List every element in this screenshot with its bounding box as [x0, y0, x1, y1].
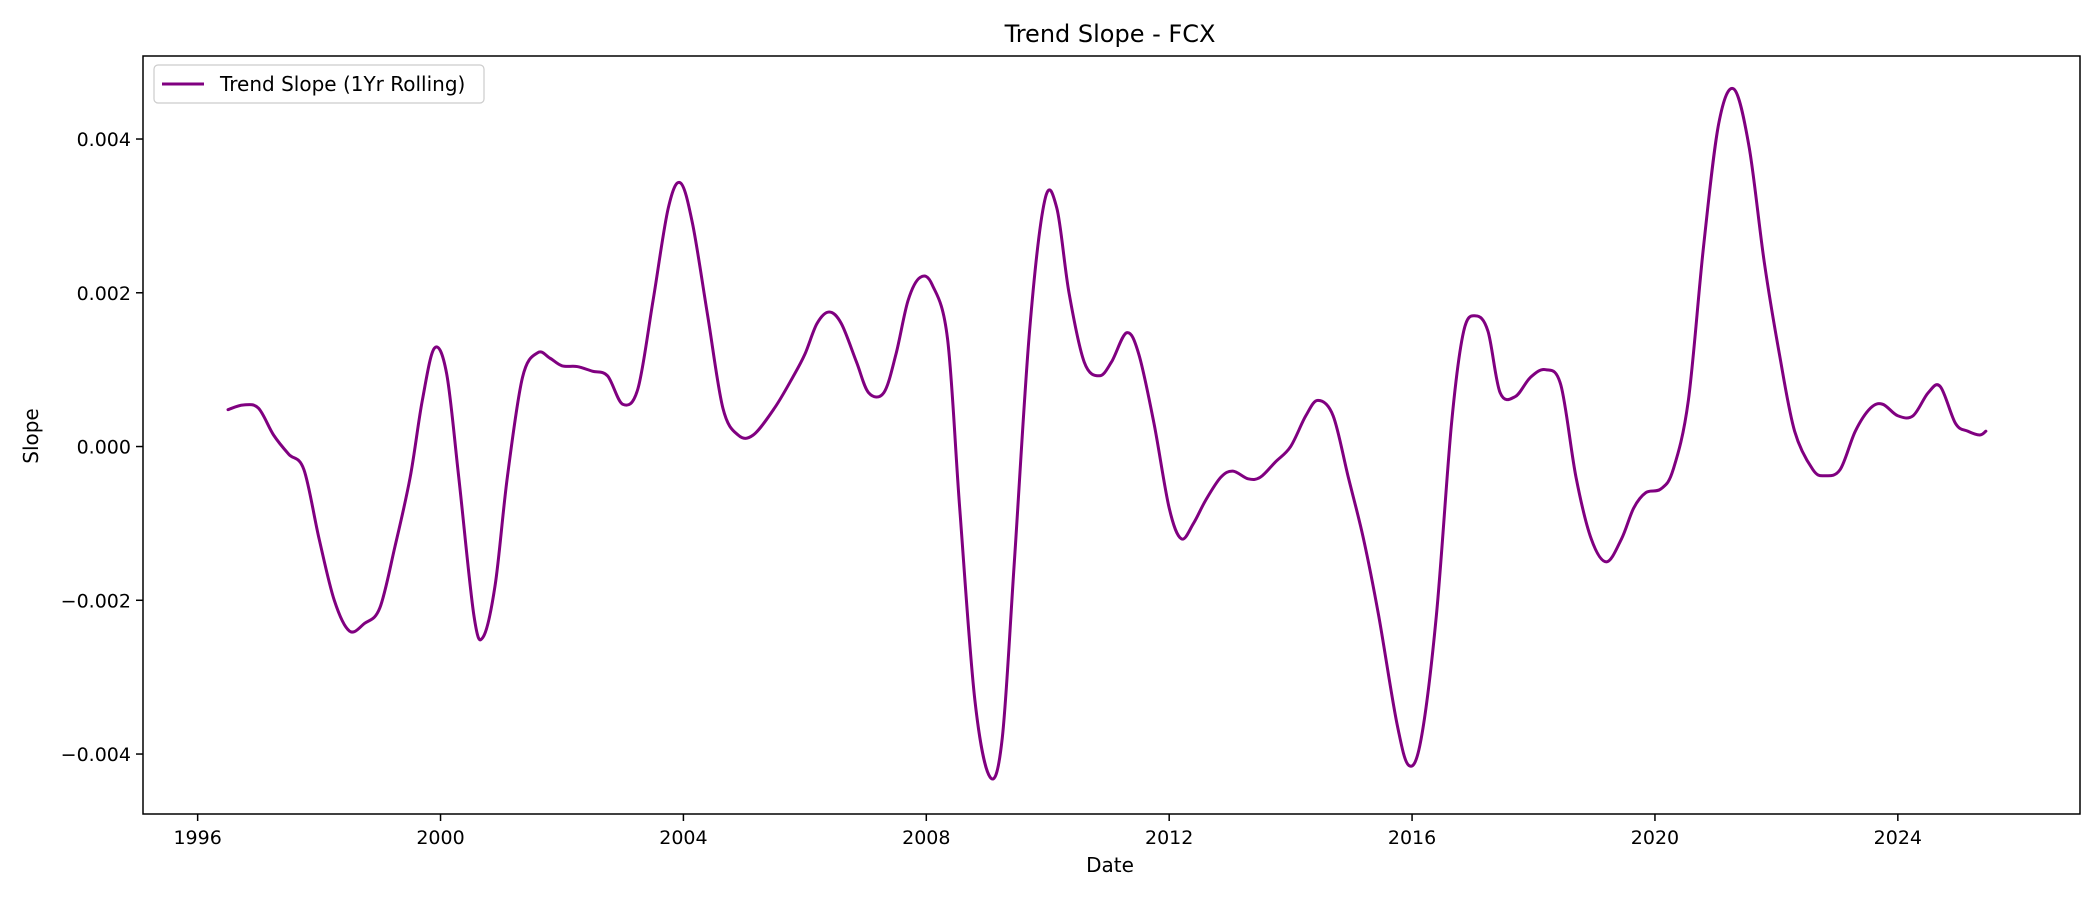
y-tick-label: 0.004: [77, 129, 131, 151]
y-tick-label: −0.002: [61, 590, 131, 612]
x-tick-label: 2024: [1874, 827, 1922, 849]
legend: Trend Slope (1Yr Rolling): [153, 64, 485, 104]
x-tick-label: 2020: [1631, 827, 1679, 849]
y-tick-label: 0.002: [77, 283, 131, 305]
x-tick-label: 2004: [659, 827, 707, 849]
y-axis-ticks: −0.004 −0.002 0.000 0.002 0.004: [61, 129, 143, 766]
plot-area: [142, 55, 2081, 815]
y-tick-label: 0.000: [77, 437, 131, 459]
chart-title: Trend Slope - FCX: [1004, 20, 1216, 48]
x-tick-label: 1996: [173, 827, 221, 849]
y-tick-label: −0.004: [61, 744, 131, 766]
x-tick-label: 2016: [1388, 827, 1436, 849]
series-line-trend-slope: [226, 86, 1988, 781]
x-tick-label: 2000: [416, 827, 464, 849]
plot-frame: [142, 55, 2081, 815]
x-tick-label: 2012: [1145, 827, 1193, 849]
legend-label-trend-slope: Trend Slope (1Yr Rolling): [219, 72, 465, 96]
x-axis-label: Date: [1086, 853, 1134, 877]
x-tick-label: 2008: [902, 827, 950, 849]
y-axis-label: Slope: [19, 408, 43, 464]
x-axis-ticks: 1996 2000 2004 2008 2012 2016 2020 2024: [173, 814, 1922, 849]
legend-box: [153, 64, 485, 104]
